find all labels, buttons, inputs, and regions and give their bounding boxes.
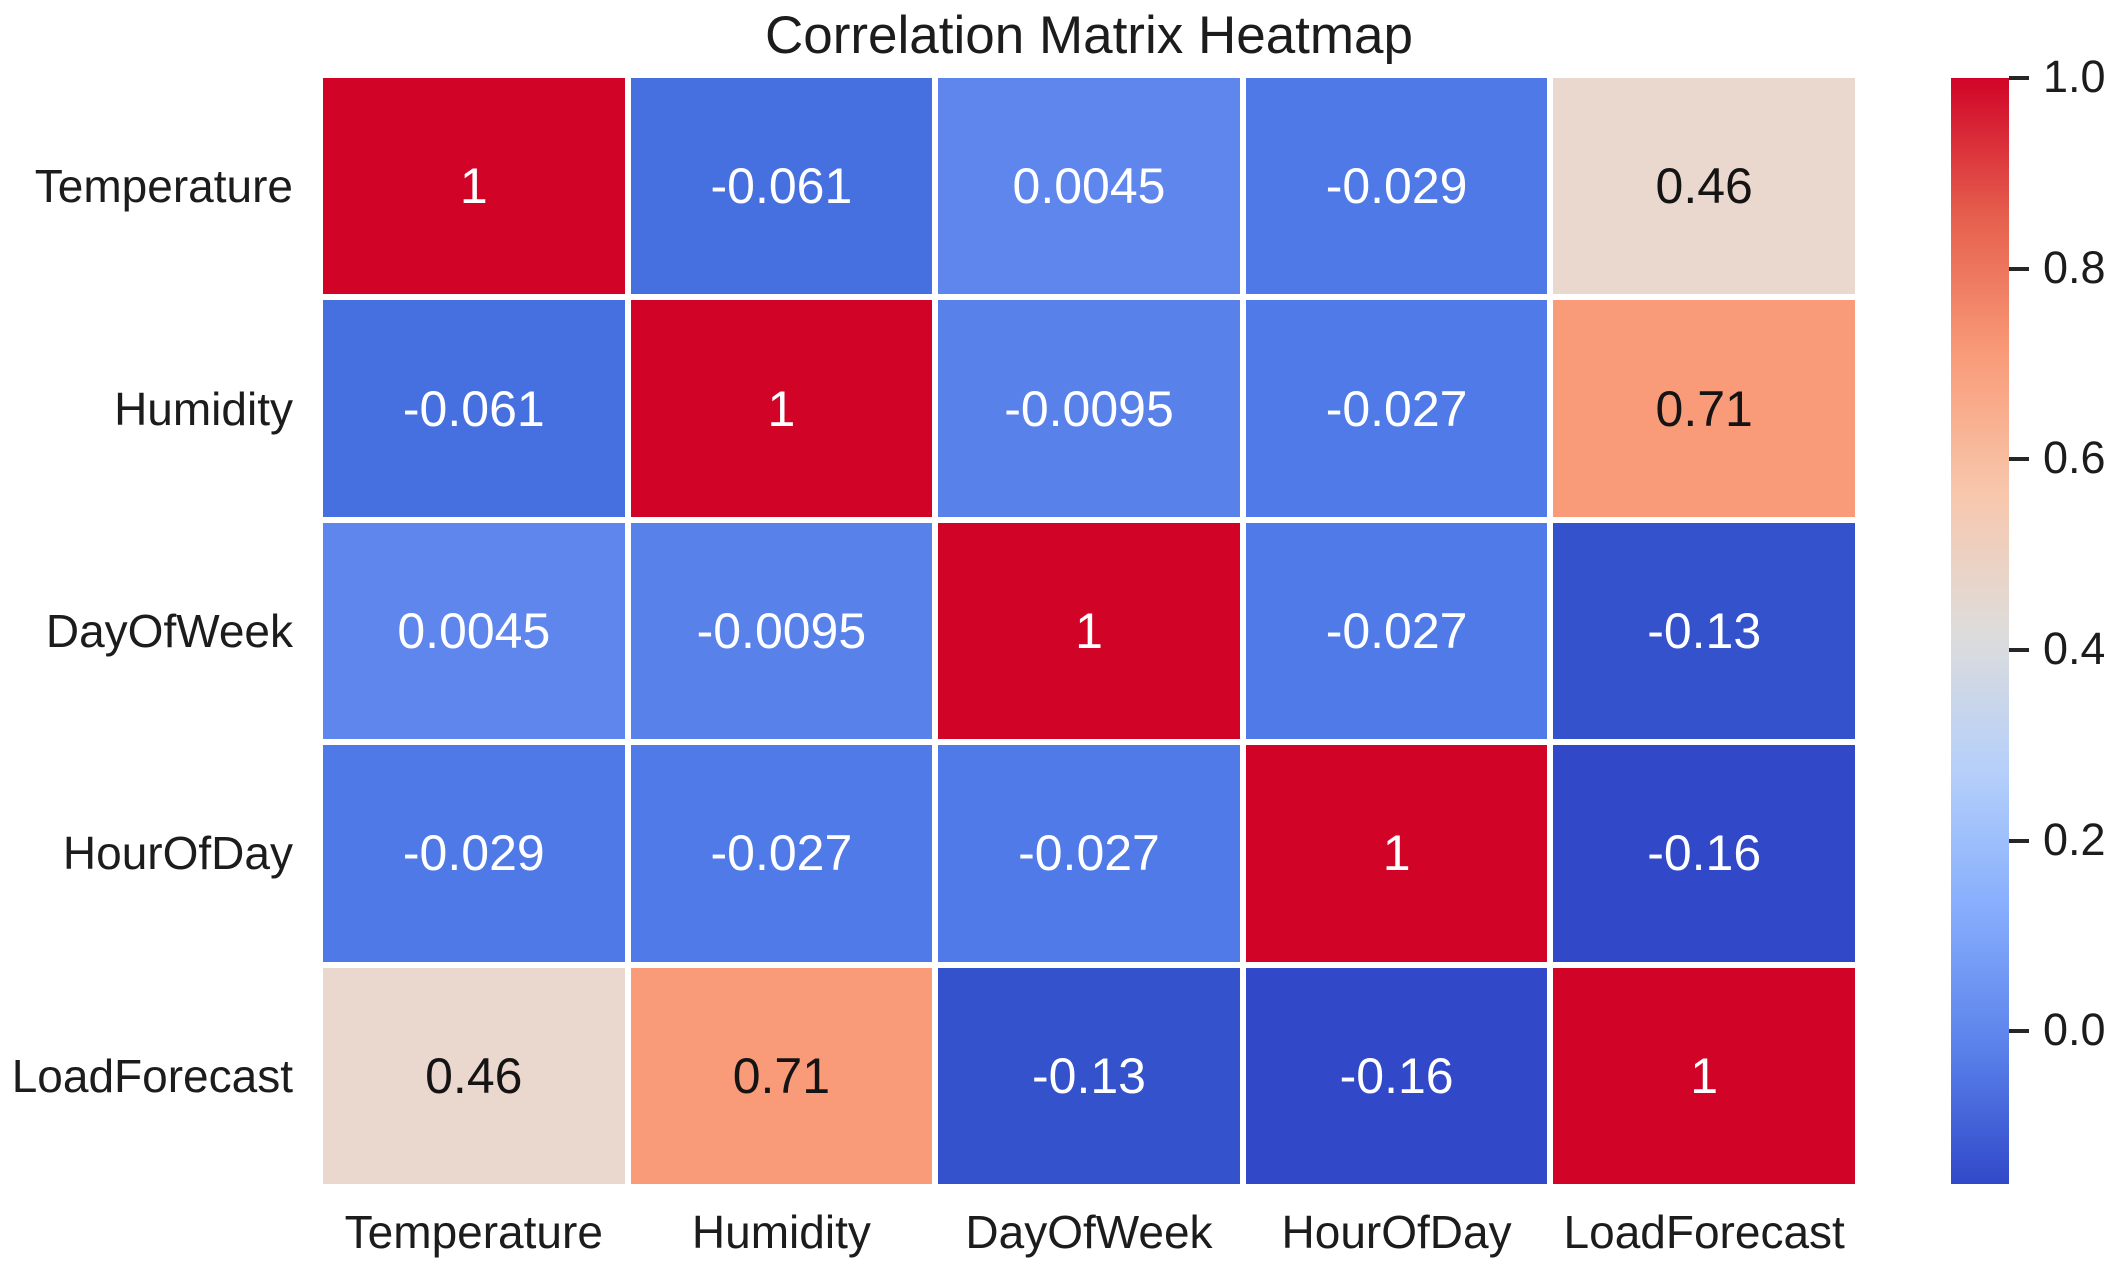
heatmap-cell-dayofweek-loadforecast: -0.13 (1553, 522, 1855, 740)
heatmap-grid: 1 -0.061 0.0045 -0.029 0.46 -0.061 1 -0.0095 -0.… (323, 78, 1855, 1184)
heatmap-cell-temperature-dayofweek: 0.0045 (938, 78, 1240, 295)
cell-value: 0.0045 (1012, 158, 1166, 215)
heatmap-cell-dayofweek-temperature: 0.0045 (323, 522, 625, 740)
colorbar-tick-label: 0.0 (2043, 1004, 2104, 1056)
cell-value: -0.027 (1325, 380, 1468, 437)
heatmap-cell-hourofday-loadforecast: -0.16 (1553, 745, 1855, 962)
cell-value: 0.71 (732, 1047, 831, 1104)
cell-value: -0.13 (1647, 602, 1762, 659)
heatmap-cell-humidity-hourofday: -0.027 (1245, 300, 1548, 517)
colorbar-tick-mark (2009, 1029, 2029, 1034)
column-label-loadforecast: LoadForecast (1563, 1206, 1845, 1258)
row-label-humidity: Humidity (114, 382, 293, 435)
colorbar-tick-mark (2009, 838, 2029, 843)
y-axis-labels: Temperature Humidity DayOfWeek HourOfDay Loa… (0, 78, 293, 1184)
heatmap-cell-hourofday-hourofday: 1 (1245, 745, 1548, 962)
heatmap-cell-hourofday-dayofweek: -0.027 (938, 745, 1240, 962)
heatmap-cell-humidity-loadforecast: 0.71 (1553, 300, 1855, 517)
colorbar-ticks: 1.0 0.8 0.6 0.4 0.2 0.0 (2009, 51, 2104, 1184)
cell-value: 1 (767, 380, 796, 437)
heatmap-cell-hourofday-temperature: -0.029 (323, 745, 625, 962)
row-label-dayofweek: DayOfWeek (45, 604, 293, 657)
chart-title: Correlation Matrix Heatmap (764, 6, 1413, 65)
cell-value: -0.0095 (696, 602, 867, 659)
heatmap-cell-hourofday-humidity: -0.027 (630, 745, 933, 962)
cell-value: -0.061 (710, 158, 853, 215)
cell-value: 1 (1690, 1047, 1719, 1104)
heatmap-cell-temperature-loadforecast: 0.46 (1553, 78, 1855, 295)
row-label-hourofday: HourOfDay (62, 827, 293, 880)
colorbar-tick-label: 1.0 (2043, 50, 2104, 102)
cell-value: -0.027 (1018, 825, 1160, 882)
cell-value: 0.46 (1655, 158, 1753, 215)
column-label-humidity: Humidity (691, 1206, 871, 1258)
cell-value: -0.13 (1032, 1047, 1146, 1104)
colorbar-tick-label: 0.2 (2043, 813, 2104, 865)
heatmap-cell-loadforecast-temperature: 0.46 (323, 967, 625, 1184)
cell-value: -0.027 (1325, 602, 1468, 659)
cell-value: 0.46 (425, 1047, 523, 1104)
row-label-loadforecast: LoadForecast (11, 1049, 293, 1102)
colorbar-tick-label: 0.4 (2043, 623, 2104, 675)
cell-value: -0.16 (1339, 1047, 1454, 1104)
cell-value: 0.71 (1655, 380, 1753, 437)
heatmap-cell-loadforecast-loadforecast: 1 (1553, 967, 1855, 1184)
colorbar-tick-mark (2009, 266, 2029, 271)
heatmap-cell-humidity-temperature: -0.061 (323, 300, 625, 517)
column-label-temperature: Temperature (344, 1206, 603, 1258)
colorbar-tick-label: 0.6 (2043, 432, 2104, 484)
heatmap-cell-dayofweek-hourofday: -0.027 (1245, 522, 1548, 740)
heatmap-cell-humidity-dayofweek: -0.0095 (938, 300, 1240, 517)
row-label-temperature: Temperature (34, 160, 293, 213)
x-axis-labels: Temperature Humidity DayOfWeek HourOfDay Loa… (323, 1204, 1855, 1262)
cell-value: 1 (1382, 825, 1411, 882)
colorbar (1951, 78, 2009, 1184)
heatmap-cell-dayofweek-dayofweek: 1 (938, 522, 1240, 740)
heatmap-cell-loadforecast-humidity: 0.71 (630, 967, 933, 1184)
cell-value: 1 (1075, 602, 1103, 659)
heatmap-cell-loadforecast-hourofday: -0.16 (1245, 967, 1548, 1184)
column-label-hourofday: HourOfDay (1281, 1206, 1512, 1258)
column-label-dayofweek: DayOfWeek (965, 1206, 1213, 1258)
heatmap-cell-loadforecast-dayofweek: -0.13 (938, 967, 1240, 1184)
heatmap-cell-humidity-humidity: 1 (630, 300, 933, 517)
cell-value: -0.0095 (1004, 380, 1174, 437)
colorbar-tick-label: 0.8 (2043, 241, 2104, 293)
cell-value: -0.061 (402, 380, 545, 437)
heatmap-cell-temperature-temperature: 1 (323, 78, 625, 295)
cell-value: 0.0045 (397, 602, 551, 659)
colorbar-tick-mark (2009, 648, 2029, 653)
heatmap-cell-temperature-hourofday: -0.029 (1245, 78, 1548, 295)
heatmap-cell-temperature-humidity: -0.061 (630, 78, 933, 295)
colorbar-tick-mark (2009, 457, 2029, 462)
colorbar-tick-mark (2009, 76, 2029, 80)
cell-value: -0.029 (1325, 158, 1468, 215)
cell-value: -0.027 (710, 825, 853, 882)
cell-value: -0.029 (402, 825, 545, 882)
heatmap-cell-dayofweek-humidity: -0.0095 (630, 522, 933, 740)
cell-value: 1 (459, 158, 488, 215)
cell-value: -0.16 (1647, 825, 1762, 882)
